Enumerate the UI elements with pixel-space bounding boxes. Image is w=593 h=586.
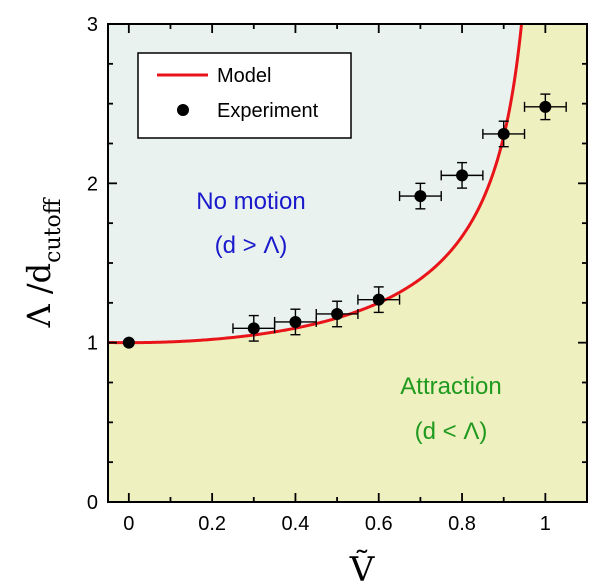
- legend: Model Experiment: [137, 52, 352, 139]
- experiment-marker: [414, 190, 427, 203]
- experiment-point: [440, 161, 484, 189]
- experiment-points: [122, 93, 567, 349]
- legend-experiment-swatch: [177, 104, 189, 116]
- experiment-marker: [497, 127, 510, 140]
- experiment-marker: [539, 100, 552, 113]
- plot-frame: [107, 23, 588, 503]
- y-tick-label: 0: [87, 492, 98, 514]
- y-tick-label: 1: [87, 333, 98, 355]
- attraction-condition: (d < Λ): [415, 418, 488, 445]
- x-tick-label: 0.8: [448, 513, 476, 535]
- experiment-point: [232, 314, 276, 342]
- y-axis-label: Λ /dcutoff: [20, 197, 66, 328]
- experiment-marker: [247, 322, 260, 335]
- y-axis-label-main: Λ /d: [20, 263, 58, 329]
- experiment-point: [273, 308, 317, 336]
- experiment-point: [122, 336, 135, 349]
- x-tick-label: 0.2: [198, 513, 226, 535]
- no-motion-label: No motion: [196, 188, 305, 215]
- experiment-point: [357, 286, 401, 314]
- no-motion-condition: (d > Λ): [215, 232, 288, 259]
- y-tick-label: 3: [87, 14, 98, 36]
- tick-labels: 0 0.2 0.4 0.6 0.8 1 0 1 2 3: [87, 14, 551, 535]
- legend-experiment-label: Experiment: [217, 100, 319, 122]
- legend-model-label: Model: [217, 65, 271, 87]
- experiment-marker: [331, 307, 344, 320]
- experiment-point: [315, 300, 359, 328]
- x-tick-label: 0.6: [365, 513, 393, 535]
- legend-box: [137, 52, 352, 139]
- attraction-label: Attraction: [400, 373, 501, 400]
- experiment-marker: [372, 293, 385, 306]
- experiment-point: [398, 182, 442, 210]
- experiment-marker: [122, 336, 135, 349]
- experiment-point: [523, 93, 567, 121]
- experiment-marker: [289, 315, 302, 328]
- x-axis-label: Ṽ: [349, 550, 376, 586]
- y-tick-label: 2: [87, 173, 98, 195]
- experiment-marker: [456, 169, 469, 182]
- x-tick-label: 1: [540, 513, 551, 535]
- x-tick-label: 0.4: [282, 513, 310, 535]
- y-axis-label-subscript: cutoff: [41, 197, 66, 263]
- experiment-point: [482, 120, 526, 148]
- x-tick-label: 0: [123, 513, 134, 535]
